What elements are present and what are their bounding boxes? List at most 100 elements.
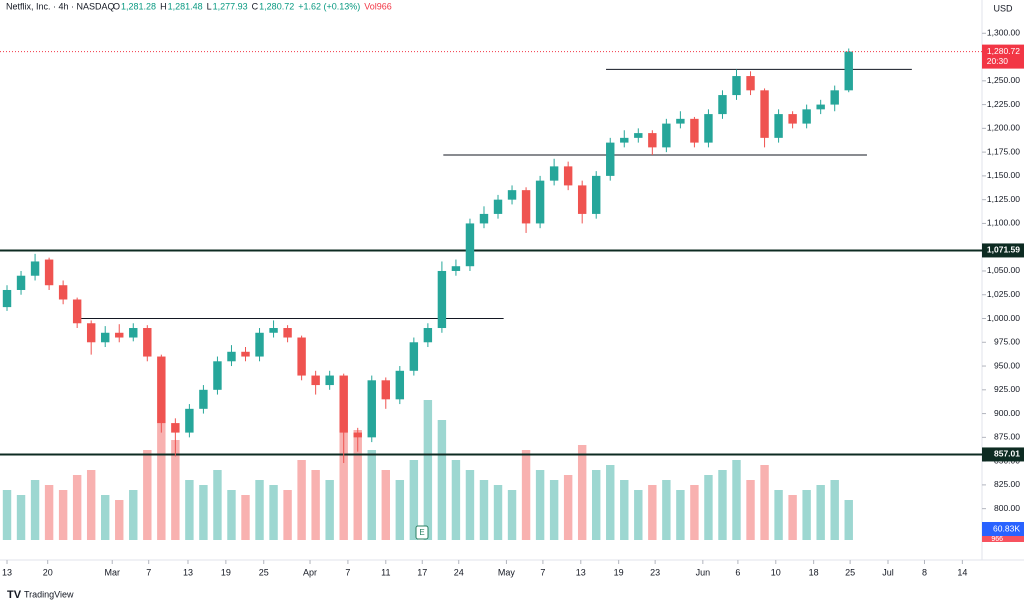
volume-bar (592, 470, 601, 540)
volume-bar (802, 490, 811, 540)
volume-bar (746, 480, 755, 540)
ohlc-value: 1,280.72 (259, 1, 294, 11)
y-tick-label: 1,175.00 (987, 146, 1020, 156)
ohlc-header: O 1,281.28 H 1,281.48 L 1,277.93 C 1,280.72 +1.6… (113, 1, 392, 11)
volume-bar (395, 480, 405, 540)
volume-ma-tag (982, 522, 1024, 536)
y-tick-label: 1,050.00 (987, 265, 1020, 275)
candle-body (101, 332, 110, 343)
candle-body (16, 275, 26, 290)
volume-bar (269, 485, 278, 540)
volume-bar (704, 475, 713, 540)
y-tick-label: 975.00 (994, 337, 1020, 347)
x-tick-label: Apr (303, 567, 317, 577)
x-tick-label: 24 (454, 567, 464, 577)
candle-body (86, 323, 96, 343)
volume-bar (451, 460, 461, 540)
volume-bar (101, 495, 110, 540)
candle-body (283, 328, 292, 338)
volume-bar (774, 490, 783, 540)
volume-bar (283, 490, 292, 540)
candle-body (395, 370, 405, 400)
volume-bar (409, 460, 419, 540)
candle-body (367, 380, 376, 438)
candle-body (802, 109, 811, 124)
level-tag (982, 447, 1024, 462)
candle-body (479, 213, 489, 224)
candle-body (592, 175, 601, 214)
candle-body (339, 375, 348, 433)
volume-bar (72, 475, 82, 540)
volume-bar (662, 480, 671, 540)
volume-bar (227, 490, 236, 540)
volume-bar (718, 470, 727, 540)
candle-body (648, 133, 657, 148)
y-tick-label: 1,300.00 (987, 28, 1020, 38)
volume-bar (620, 480, 629, 540)
svg-text:TV: TV (7, 589, 22, 601)
candle-body (718, 95, 727, 115)
candle-body (760, 90, 769, 138)
volume-bar (732, 460, 741, 540)
volume-bar (535, 470, 545, 540)
volume-bar (115, 500, 124, 540)
candle-body (493, 199, 503, 214)
volume-bar (577, 445, 587, 540)
volume-bar (465, 470, 475, 540)
volume-bar (844, 500, 853, 540)
candle-body (227, 351, 236, 362)
volume-bar (339, 410, 348, 540)
candle-body (171, 423, 180, 433)
volume-bar (563, 475, 573, 540)
candle-body (2, 289, 12, 308)
x-tick-label: 23 (650, 567, 660, 577)
volume-bar (634, 490, 643, 540)
x-tick-label: 8 (922, 567, 927, 577)
volume-bar (86, 470, 96, 540)
x-tick-label: Mar (104, 567, 120, 577)
x-tick-label: 25 (259, 567, 269, 577)
y-tick-label: 1,150.00 (987, 170, 1020, 180)
candle-body (521, 190, 531, 224)
x-tick-label: 13 (2, 567, 12, 577)
x-tick-label: 7 (540, 567, 545, 577)
candle-body (577, 185, 587, 214)
volume-bar (423, 400, 433, 540)
candle-body (746, 76, 755, 91)
ohlc-value: 1,281.28 (121, 1, 156, 11)
x-tick-label: 14 (957, 567, 967, 577)
x-tick-label: 13 (183, 567, 193, 577)
x-tick-label: 7 (146, 567, 151, 577)
brand: TradingView (24, 589, 74, 599)
candle-body (507, 190, 517, 200)
candle-body (465, 223, 475, 267)
volume-bar (199, 485, 208, 540)
candle-body (157, 356, 166, 424)
x-tick-label: 19 (614, 567, 624, 577)
volume-bar (760, 465, 769, 540)
candle-body (563, 166, 573, 186)
volume-bar (325, 480, 334, 540)
x-tick-label: 10 (771, 567, 781, 577)
x-tick-label: Jun (696, 567, 711, 577)
candle-body (143, 328, 152, 357)
y-tick-label: 1,250.00 (987, 75, 1020, 85)
candle-body (241, 351, 250, 357)
level-label: 1,071.59 (987, 245, 1020, 255)
volume-bar (143, 450, 152, 540)
level-label: 857.01 (994, 449, 1020, 459)
volume-bar (507, 490, 517, 540)
volume-bar (129, 490, 138, 540)
candle-body (620, 137, 629, 143)
y-tick-label: 1,225.00 (987, 99, 1020, 109)
volume-bar (830, 480, 839, 540)
x-tick-label: May (498, 567, 516, 577)
candle-body (30, 261, 40, 276)
candle-body (297, 337, 306, 376)
candle-body (72, 299, 82, 324)
last-price-label: 1,280.72 (987, 46, 1020, 56)
candle-body (549, 166, 559, 181)
y-tick-label: 825.00 (994, 479, 1020, 489)
volume-bar (16, 495, 26, 540)
candle-body (199, 389, 208, 409)
